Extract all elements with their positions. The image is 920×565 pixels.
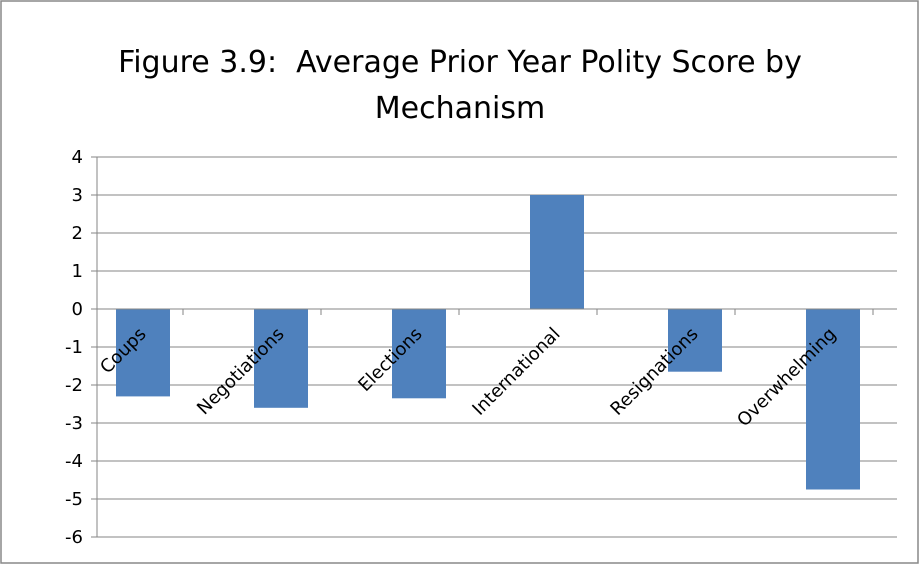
y-tick-label: -2: [65, 375, 83, 396]
chart-title: Figure 3.9: Average Prior Year Polity Sc…: [118, 45, 812, 126]
y-tick-label: -3: [65, 413, 83, 434]
x-tick-label: Resignations: [606, 324, 702, 420]
bar: [668, 309, 722, 372]
bar: [254, 309, 308, 408]
y-tick-label: -1: [65, 337, 83, 358]
x-tick-label: International: [468, 324, 564, 420]
y-tick-label: -4: [65, 451, 83, 472]
y-tick-label: 2: [72, 223, 83, 244]
y-tick-label: -5: [65, 489, 83, 510]
y-tick-label: 0: [72, 299, 83, 320]
y-tick-label: 4: [72, 147, 83, 168]
y-tick-label: 1: [72, 261, 83, 282]
y-tick-label: -6: [65, 527, 83, 548]
bar: [806, 309, 860, 490]
bar: [116, 309, 170, 397]
bar: [392, 309, 446, 399]
y-tick-label: 3: [72, 185, 83, 206]
bar: [530, 195, 584, 309]
